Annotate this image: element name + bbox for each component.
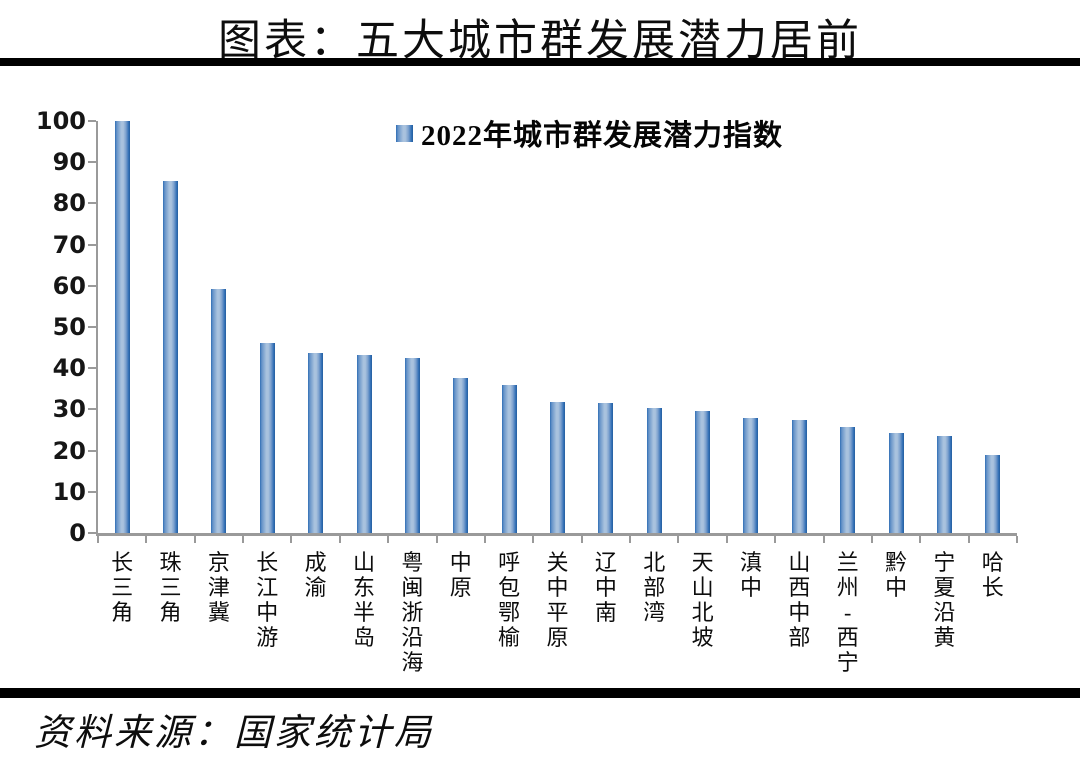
x-axis-tick <box>870 536 873 543</box>
y-axis-tick <box>88 284 96 287</box>
bar <box>791 420 807 533</box>
x-axis-category-label: 山 东 半 岛 <box>353 550 376 650</box>
x-axis-tick <box>387 536 390 543</box>
x-axis-category-label: 长 三 角 <box>111 550 134 625</box>
x-axis-tick <box>435 536 438 543</box>
y-axis-tick-label: 30 <box>52 395 86 424</box>
footer-divider-rule <box>0 688 1080 698</box>
x-axis-tick <box>580 536 583 543</box>
chart-title: 图表：五大城市群发展潜力居前 <box>218 18 862 65</box>
x-axis-category-label: 宁 夏 沿 黄 <box>933 550 956 650</box>
x-axis-tick <box>919 536 922 543</box>
bar-chart: 2022年城市群发展潜力指数 0 10 20 30 40 50 60 70 80 90 100 长 … <box>0 70 1080 685</box>
bar <box>259 342 275 533</box>
bar <box>695 410 711 533</box>
legend-label: 2022年城市群发展潜力指数 <box>421 120 784 152</box>
y-axis-tick-label: 50 <box>52 313 86 341</box>
bar <box>840 426 856 533</box>
source-note: 资料来源：国家统计局 <box>34 713 434 754</box>
x-axis-category-label: 北 部 湾 <box>643 550 666 625</box>
x-axis-tick <box>725 536 728 543</box>
bar <box>453 377 469 533</box>
legend-swatch-icon <box>396 124 413 142</box>
x-axis-tick <box>338 536 341 543</box>
x-axis-category-label: 京 津 冀 <box>207 550 230 625</box>
y-axis-tick <box>88 202 96 205</box>
bar <box>888 432 904 533</box>
x-axis-category-label: 哈 长 <box>981 550 1004 600</box>
bar <box>985 455 1001 533</box>
bar <box>211 289 227 533</box>
x-axis-tick <box>629 536 632 543</box>
bar <box>404 357 420 533</box>
y-axis-tick-label: 20 <box>52 436 86 465</box>
x-axis-category-label: 兰 州 - 西 宁 <box>836 550 859 675</box>
bar <box>163 180 179 533</box>
y-axis-tick-label: 60 <box>52 271 86 300</box>
y-axis-tick <box>88 449 96 452</box>
x-axis-category-label: 黔 中 <box>885 550 908 600</box>
y-axis-tick <box>88 120 96 122</box>
bar <box>550 401 565 533</box>
x-axis-tick <box>967 536 970 543</box>
y-axis-tick <box>88 367 96 370</box>
bar <box>743 418 759 533</box>
x-axis-category-label: 滇 中 <box>739 550 762 600</box>
x-axis-tick <box>532 536 535 543</box>
x-axis-category-label: 辽 中 南 <box>594 550 617 625</box>
bar <box>114 121 130 533</box>
bar <box>936 435 952 533</box>
x-axis-category-label: 成 渝 <box>304 550 327 600</box>
x-axis-tick <box>193 536 196 543</box>
x-axis-tick <box>822 536 825 543</box>
y-axis-tick <box>88 243 96 246</box>
x-axis-tick <box>677 536 680 543</box>
bar <box>501 384 517 533</box>
y-axis-tick <box>88 490 96 493</box>
title-divider-rule <box>0 58 1080 66</box>
y-axis-tick-label: 40 <box>52 354 86 383</box>
x-axis-category-label: 天 山 北 坡 <box>691 550 714 650</box>
y-axis-tick-label: 100 <box>35 107 86 135</box>
x-axis-tick <box>242 536 245 543</box>
y-axis-tick-label: 10 <box>52 477 86 506</box>
y-axis-tick <box>88 161 96 164</box>
x-axis-tick <box>97 536 99 543</box>
x-axis-category-label: 呼 包 鄂 榆 <box>498 550 521 650</box>
x-axis-tick <box>774 536 777 543</box>
y-axis-tick <box>88 326 96 328</box>
plot-area <box>88 120 1018 543</box>
x-axis-tick <box>290 536 293 543</box>
chart-legend: 2022年城市群发展潜力指数 <box>396 112 783 154</box>
x-axis-category-label: 关 中 平 原 <box>546 550 569 650</box>
x-axis-tick <box>1016 536 1018 543</box>
x-axis-category-label: 长 江 中 游 <box>256 550 279 650</box>
y-axis-tick-label: 0 <box>69 519 86 547</box>
x-axis-category-label: 粤 闽 浙 沿 海 <box>401 550 424 675</box>
y-axis-tick-label: 70 <box>52 230 86 259</box>
x-axis-tick <box>145 536 148 543</box>
y-axis-tick-label: 90 <box>52 148 86 177</box>
x-axis-tick <box>483 536 486 543</box>
x-axis-category-label: 珠 三 角 <box>159 550 182 625</box>
y-axis-tick <box>88 532 96 534</box>
x-axis-category-label: 山 西 中 部 <box>788 550 811 650</box>
bar <box>646 407 662 533</box>
bar <box>598 402 614 533</box>
bar <box>356 355 372 533</box>
x-axis-category-label: 中 原 <box>449 550 472 600</box>
bar <box>308 352 324 533</box>
y-axis-tick <box>88 408 96 411</box>
y-axis-tick-label: 80 <box>52 189 86 218</box>
